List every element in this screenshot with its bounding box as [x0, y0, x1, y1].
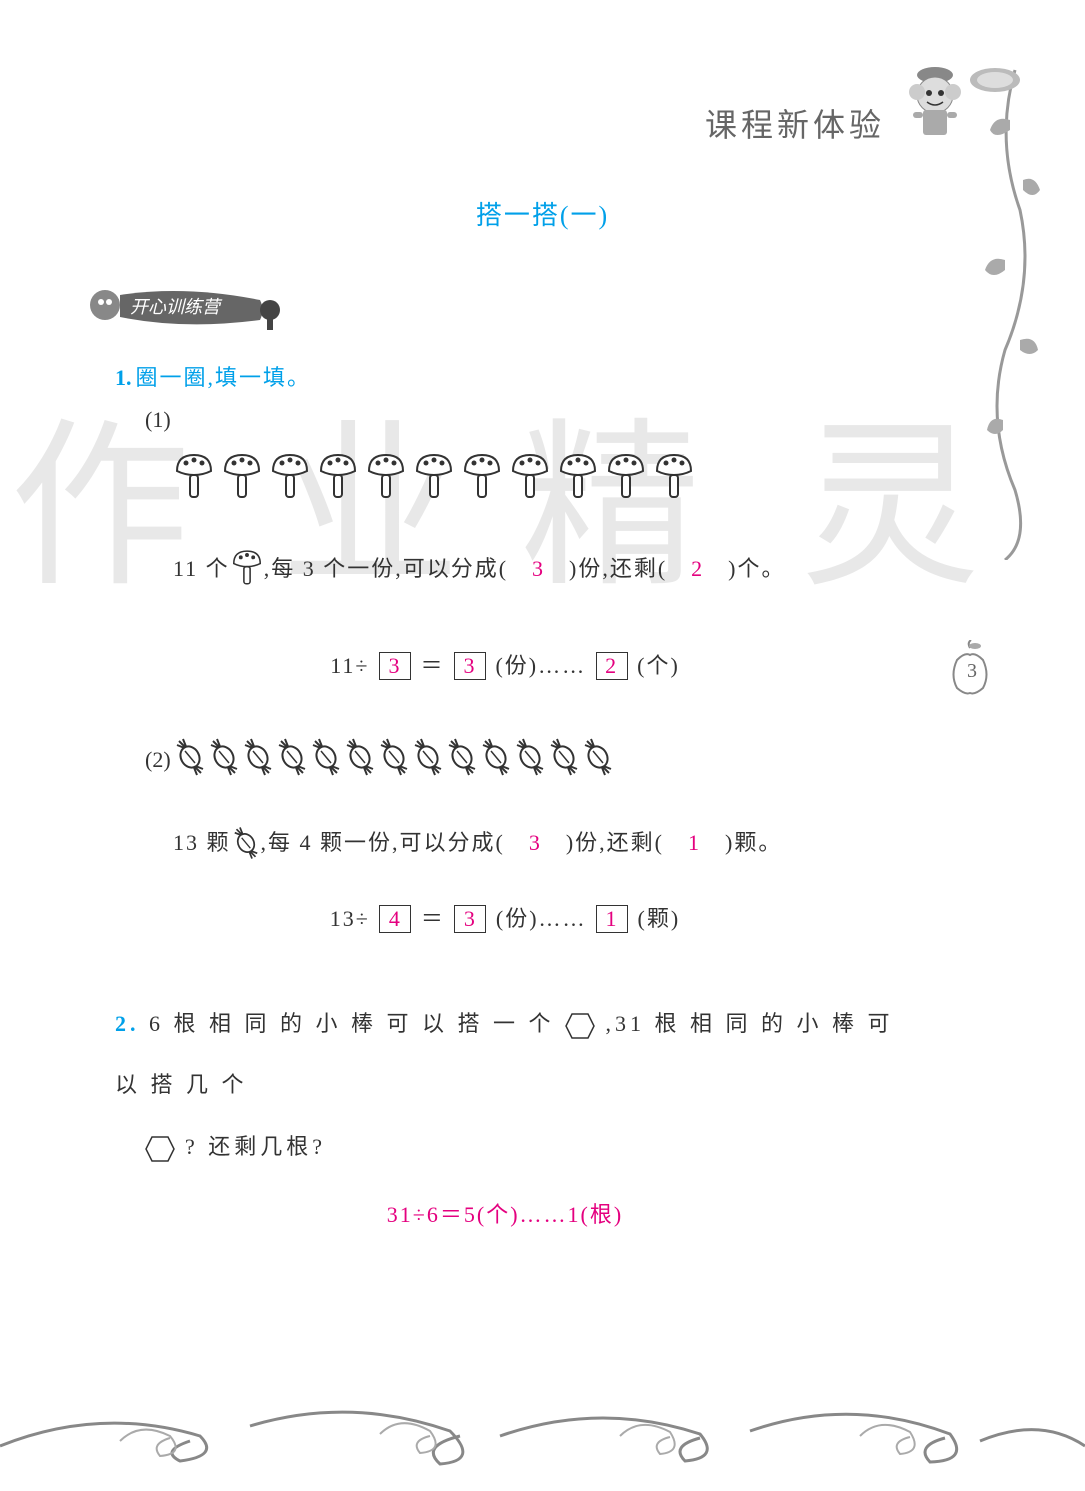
section-subtitle: 搭一搭(一) — [476, 195, 609, 232]
text: ,每 4 颗一份,可以分成( — [261, 823, 529, 863]
text: )个。 — [704, 549, 785, 589]
q1-part2: (2) — [145, 735, 895, 785]
text: )颗。 — [701, 823, 782, 863]
text: ,每 3 个一份,可以分成( — [264, 549, 532, 589]
eq-remainder: 2 — [596, 652, 628, 680]
page-header-title: 课程新体验 — [705, 100, 885, 146]
mushroom-icon — [365, 451, 407, 510]
hexagon-icon — [144, 1135, 176, 1163]
candy-icon — [547, 735, 581, 785]
text: )份,还剩( — [545, 549, 691, 589]
mushroom-icon — [317, 451, 359, 510]
q1-number: 1. — [115, 365, 132, 390]
candy-icon — [377, 735, 411, 785]
mushroom-icon — [269, 451, 311, 510]
candy-icon — [445, 735, 479, 785]
mushroom-icon — [557, 451, 599, 510]
mushroom-icon — [509, 451, 551, 510]
candy-icon — [241, 735, 275, 785]
candy-icon — [173, 735, 207, 785]
page-number: 3 — [967, 660, 977, 683]
mushroom-row — [173, 451, 695, 510]
candy-icon — [207, 735, 241, 785]
answer-remain: 2 — [691, 549, 704, 589]
mushroom-icon — [230, 548, 264, 590]
q1-part2-equation: 13÷ 4 ＝ 3 (份)…… 1 (颗) — [115, 901, 895, 933]
answer-remain: 1 — [688, 823, 701, 863]
q1-part2-text: 13 颗 ,每 4 颗一份,可以分成( 3 )份,还剩( 1 )颗。 — [173, 823, 895, 863]
q1-part1-label: (1) — [145, 407, 895, 433]
bottom-swirl-decoration — [0, 1366, 1085, 1486]
text: 6 根 相 同 的 小 棒 可 以 搭 一 个 — [149, 1011, 555, 1036]
mushroom-icon — [413, 451, 455, 510]
q1-part2-label: (2) — [145, 747, 171, 773]
eq-text: (颗) — [638, 906, 681, 931]
eq-divisor: 3 — [379, 652, 411, 680]
eq-text: (份)…… — [496, 906, 587, 931]
q2-number: 2. — [115, 1011, 140, 1036]
candy-icon — [411, 735, 445, 785]
text: 11 个 — [173, 549, 230, 589]
eq-remainder: 1 — [596, 905, 628, 933]
candy-icon — [581, 735, 615, 785]
q1-part1-text: 11 个 ,每 3 个一份,可以分成( 3 )份,还剩( 2 )个。 — [173, 548, 895, 590]
eq-text: ＝ — [420, 653, 444, 678]
vine-decoration — [935, 60, 1055, 560]
eq-text: ＝ — [421, 906, 445, 931]
mushroom-icon — [653, 451, 695, 510]
candy-icon — [513, 735, 547, 785]
training-banner: 开心训练营 — [85, 275, 285, 335]
eq-text: 13÷ — [330, 906, 370, 931]
hexagon-icon — [564, 1012, 596, 1040]
text: )份,还剩( — [542, 823, 688, 863]
eq-quotient: 3 — [454, 652, 486, 680]
text: 13 颗 — [173, 823, 231, 863]
candy-icon — [309, 735, 343, 785]
question-1: 1. 圈一圈,填一填。 (1) — [115, 360, 895, 933]
mushroom-icon — [221, 451, 263, 510]
candy-icon — [343, 735, 377, 785]
candy-row — [173, 735, 615, 785]
banner-text: 开心训练营 — [130, 293, 220, 319]
answer-groups: 3 — [532, 549, 545, 589]
q2-text: 2. 6 根 相 同 的 小 棒 可 以 搭 一 个 ,31 根 相 同 的 小… — [115, 993, 895, 1178]
mushroom-icon — [605, 451, 647, 510]
question-2: 2. 6 根 相 同 的 小 棒 可 以 搭 一 个 ,31 根 相 同 的 小… — [115, 993, 895, 1230]
candy-icon — [479, 735, 513, 785]
eq-text: (份)…… — [495, 653, 586, 678]
mushroom-icon — [173, 451, 215, 510]
eq-divisor: 4 — [379, 905, 411, 933]
candy-icon — [231, 824, 261, 862]
mushroom-icon — [461, 451, 503, 510]
text: ? 还剩几根? — [185, 1134, 326, 1159]
answer-groups: 3 — [529, 823, 542, 863]
candy-icon — [275, 735, 309, 785]
q1-part1-equation: 11÷ 3 ＝ 3 (份)…… 2 (个) — [115, 648, 895, 680]
q2-answer: 31÷6＝5(个)……1(根) — [115, 1197, 895, 1229]
eq-text: 11÷ — [330, 653, 369, 678]
eq-text: (个) — [637, 653, 680, 678]
q1-title: 圈一圈,填一填。 — [136, 365, 312, 390]
eq-quotient: 3 — [454, 905, 486, 933]
